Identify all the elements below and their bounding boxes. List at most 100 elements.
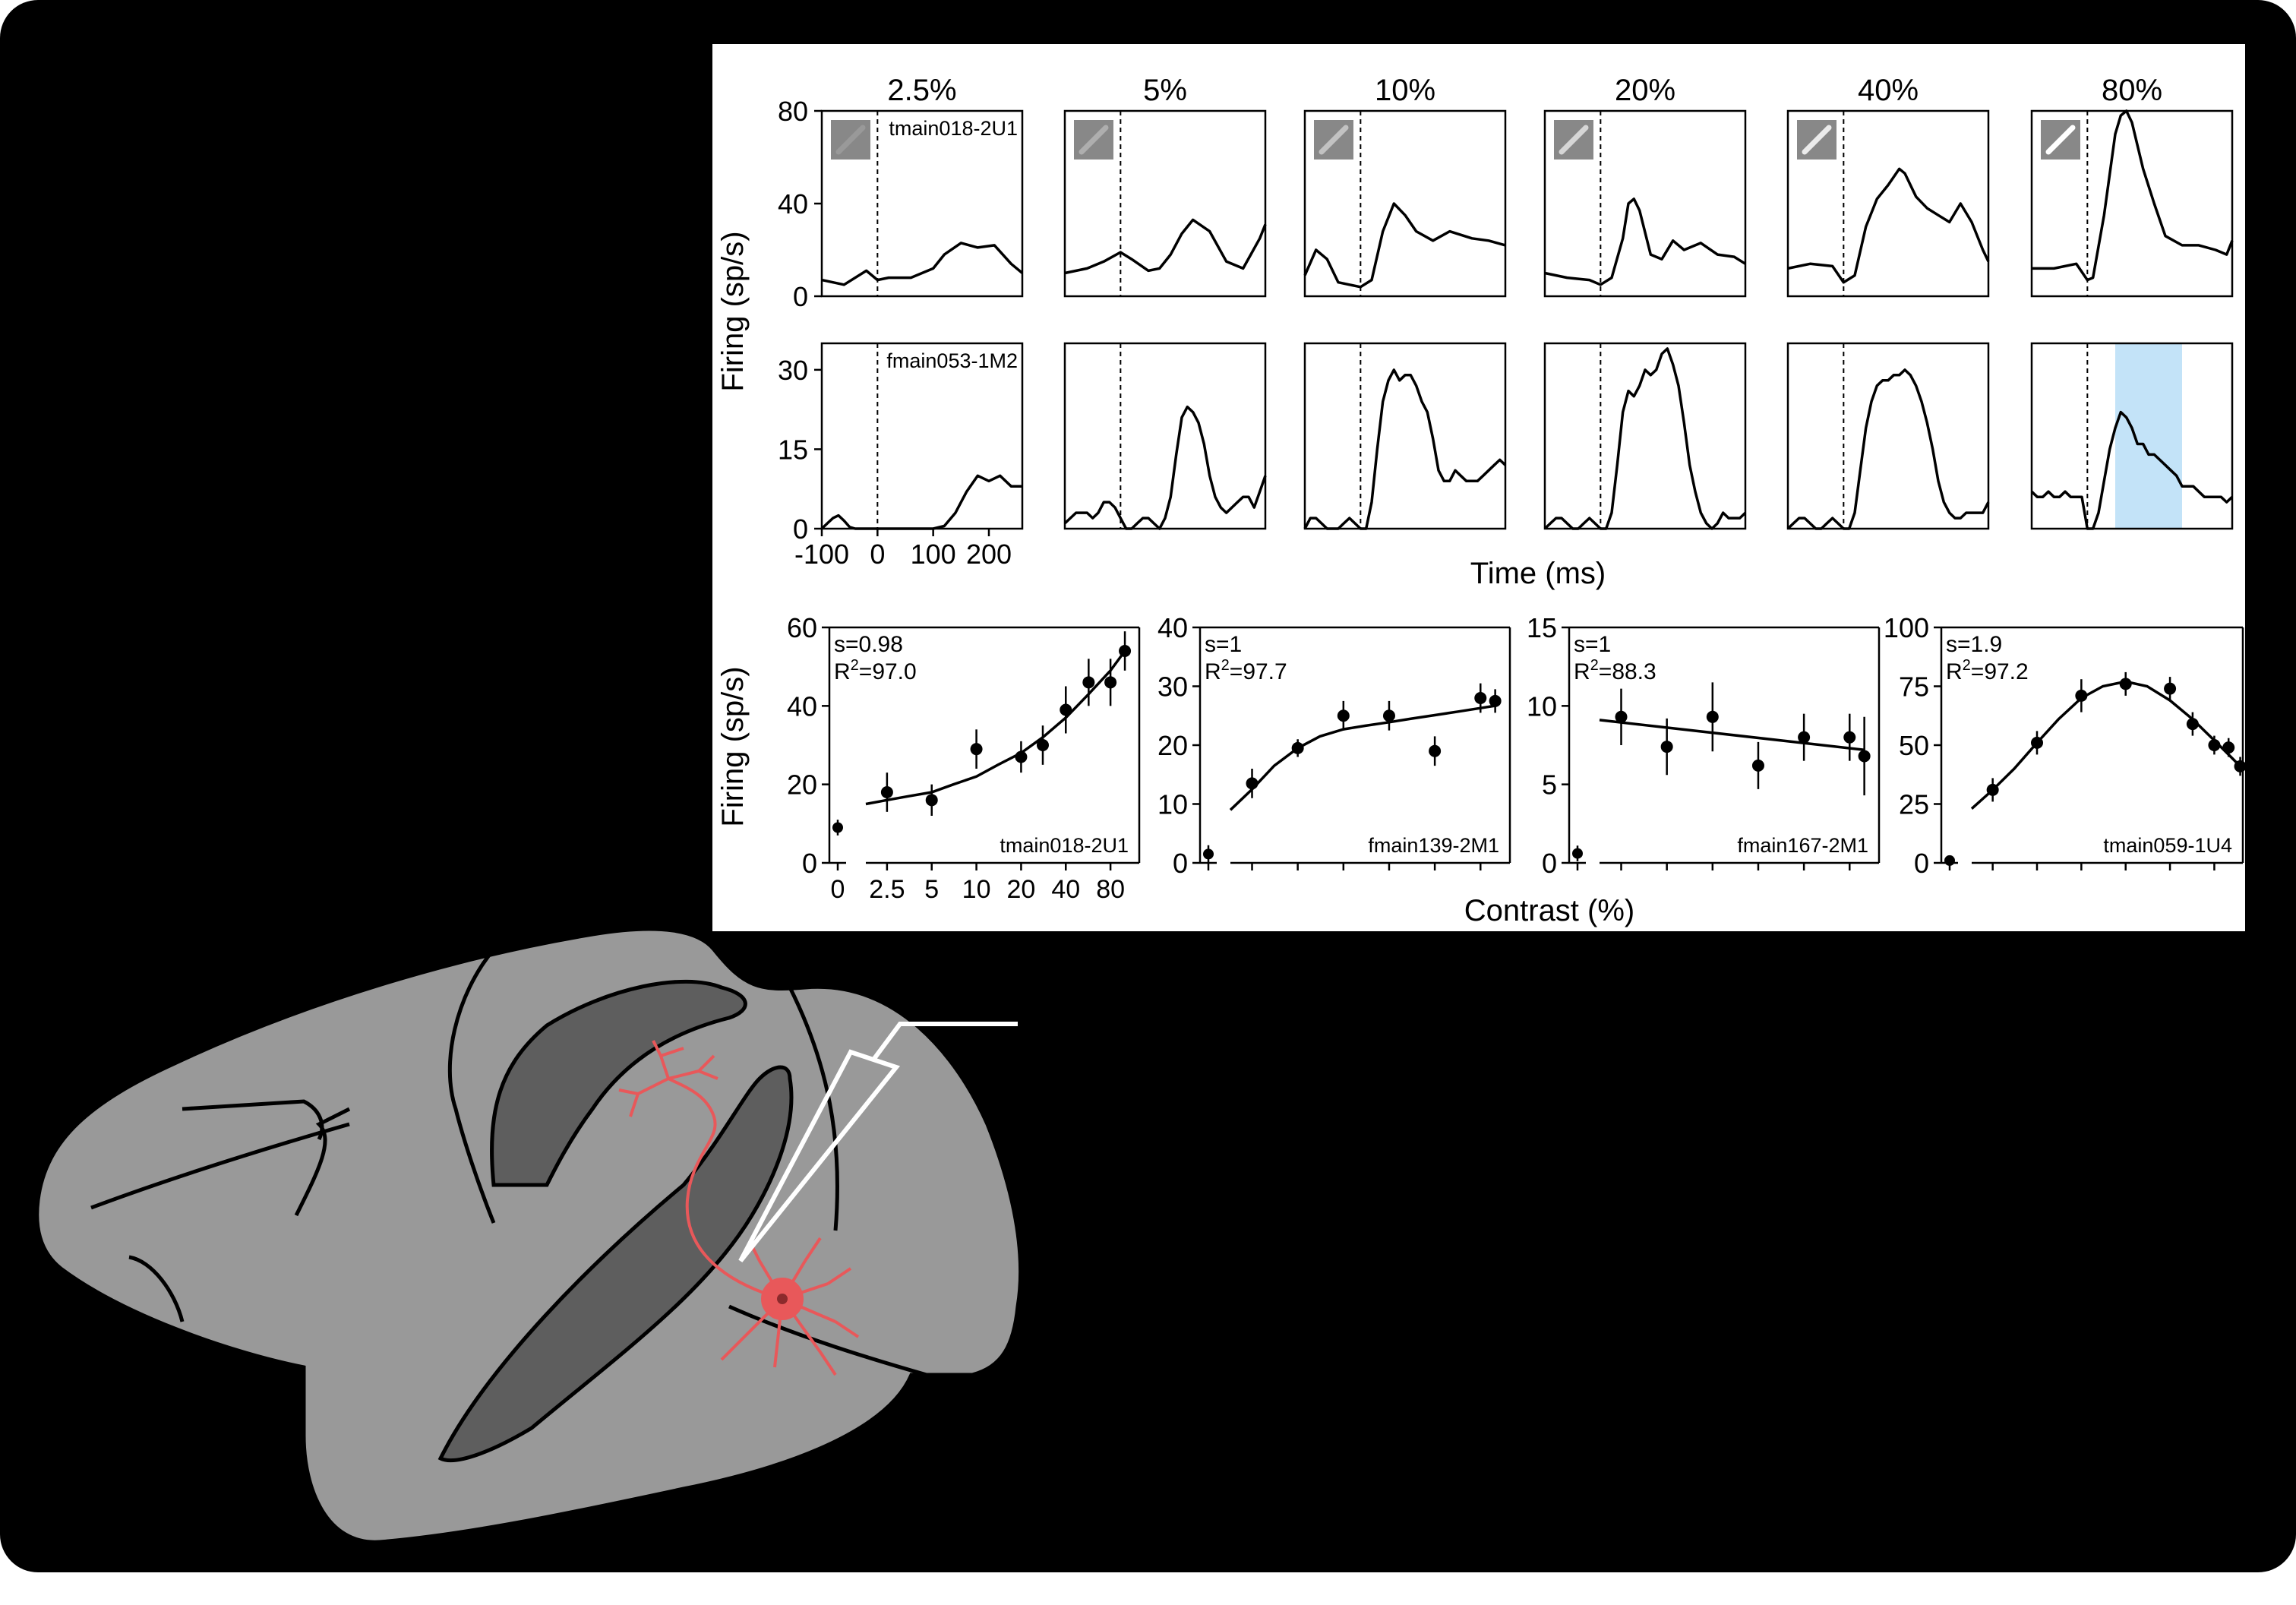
crf-data-point: [2075, 689, 2088, 702]
psth-trace: [1786, 368, 1990, 530]
crf-ytick-label: 30: [1157, 671, 1188, 703]
crf-r2-label: R2=97.7: [1205, 657, 1287, 684]
stimulus-bar: [1559, 125, 1589, 155]
crf-ytick-label: 0: [1173, 848, 1188, 879]
crf-r2-superscript: 2: [851, 657, 859, 674]
crf-xtick-label: 5: [924, 875, 939, 904]
crf-data-point: [880, 786, 893, 798]
crf-data-point: [2119, 678, 2132, 690]
psth-xtick-label: -100: [794, 539, 849, 570]
crf-r2-label: R2=97.0: [834, 657, 917, 684]
crf-data-point: [2031, 736, 2044, 749]
crf-neuron-label: fmain139-2M1: [1368, 834, 1499, 857]
crf-ytick-label: 10: [1157, 789, 1188, 820]
psth-panel-r1-c2: [1303, 342, 1507, 530]
neuron-axon-terminals: [618, 1040, 718, 1117]
crf-r2-superscript: 2: [1221, 657, 1230, 674]
crf-panel-1: 0 10 20 30 40 s=1R2=97.7 fmain139-2M1: [1157, 612, 1511, 879]
analysis-window-highlight: [2115, 343, 2182, 529]
sulcus-line-5: [128, 1255, 185, 1322]
crf-data-point: [1843, 731, 1856, 744]
psth-ytick-label: 15: [778, 434, 808, 465]
psth-xtick-label: 100: [911, 539, 956, 570]
crf-panel-3: 0 25 50 75 100 s=1.9R2=97.2 tmain059-1U4: [1884, 612, 2247, 879]
psth-panel-r0-c3: [1543, 109, 1747, 298]
psth-trace: [2032, 109, 2234, 282]
crf-data-point: [1337, 709, 1350, 722]
neuron-axon: [668, 1077, 783, 1300]
stimulus-icon: [1074, 120, 1113, 160]
crf-r2-value: =88.3: [1599, 659, 1656, 684]
psth-trace: [1543, 347, 1747, 530]
psth-ytick-label: 0: [793, 281, 808, 312]
psth-frame: [1303, 342, 1507, 530]
column-title-3: 20%: [1615, 74, 1675, 107]
crf-data-point: [2186, 718, 2199, 731]
crf-ytick-label: 60: [787, 612, 817, 643]
psth-frame: [2030, 109, 2234, 298]
crf-data-point: [1615, 710, 1628, 723]
crf-ytick-label: 40: [1157, 612, 1188, 643]
crf-s-label: s=1.9: [1946, 632, 2002, 657]
crf-ytick-label: 10: [1527, 690, 1557, 722]
crf-panel-2: 0 5 10 15 s=1R2=88.3 fmain167-2M1: [1527, 612, 1881, 879]
brain-illustration: [35, 927, 1023, 1544]
crf-data-point: [1706, 710, 1719, 723]
crf-xtick-label: 20: [1007, 875, 1036, 904]
psth-panel-r1-c0: [820, 342, 1024, 530]
crf-baseline-point: [1572, 848, 1583, 859]
crf-data-point: [1986, 783, 1999, 796]
crf-r2-label: R2=88.3: [1574, 657, 1656, 684]
sulcus-line-4: [447, 948, 496, 1224]
crf-data-point: [1474, 692, 1487, 704]
column-title-2: 10%: [1375, 74, 1435, 107]
psth-panel-r0-c4: [1786, 109, 1990, 298]
psth-frame: [1543, 109, 1747, 298]
crf-ytick-label: 15: [1527, 612, 1557, 643]
psth-frame: [1303, 109, 1507, 298]
crf-r2-symbol: R: [1205, 659, 1221, 684]
crf-ytick-label: 20: [787, 769, 817, 801]
crf-neuron-label: tmain059-1U4: [2103, 834, 2232, 857]
crf-xtick-label-zero: 0: [831, 875, 845, 904]
crf-data-point: [1382, 709, 1395, 722]
crf-data-point: [1291, 741, 1304, 754]
psth-panel-r0-c2: [1303, 109, 1507, 298]
crf-ylabel: Firing (sp/s): [716, 666, 750, 826]
psth-trace: [821, 242, 1024, 286]
crf-ytick-label: 75: [1899, 671, 1929, 703]
psth-panel-r1-c4: [1786, 342, 1990, 530]
stimulus-icon: [831, 120, 870, 160]
crf-data-point: [970, 743, 983, 756]
chart-panel: [712, 44, 2245, 931]
crf-s-label: s=1: [1574, 632, 1611, 657]
crf-s-label: s=1: [1205, 632, 1242, 657]
crf-xtick-label: 2.5: [869, 875, 905, 904]
neuron-nucleus: [777, 1294, 788, 1304]
sulcus-line-3: [182, 1099, 324, 1141]
crf-r2-label: R2=97.2: [1946, 657, 2029, 684]
crf-data-point: [2164, 682, 2177, 695]
psth-frame: [1063, 109, 1267, 298]
psth-frame: [1786, 109, 1990, 298]
crf-data-point: [1104, 676, 1117, 689]
psth-ylabel: Firing (sp/s): [716, 231, 750, 391]
psth-frame: [1786, 342, 1990, 530]
crf-data-point: [1660, 741, 1673, 754]
electrode-wire: [871, 1022, 1018, 1061]
psth-xtick-label: 0: [870, 539, 885, 570]
crf-baseline-point: [832, 822, 843, 833]
neuron-dendrites: [720, 1237, 860, 1376]
stimulus-bar: [2045, 125, 2076, 155]
psth-panel-r0-c1: [1063, 109, 1267, 298]
column-title-4: 40%: [1858, 74, 1919, 107]
crf-r2-value: =97.0: [859, 659, 917, 684]
crf-r2-value: =97.2: [1971, 659, 2029, 684]
stimulus-bar: [1079, 125, 1109, 155]
crf-r2-symbol: R: [834, 659, 851, 684]
column-title-5: 80%: [2102, 74, 2162, 107]
psth-ytick-label: 40: [778, 188, 808, 220]
